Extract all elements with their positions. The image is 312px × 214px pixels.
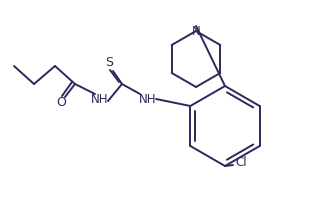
Text: Cl: Cl [235,156,247,169]
Text: NH: NH [91,92,109,106]
Text: N: N [192,24,200,37]
Text: NH: NH [139,92,157,106]
Text: S: S [105,55,113,68]
Text: O: O [56,95,66,108]
